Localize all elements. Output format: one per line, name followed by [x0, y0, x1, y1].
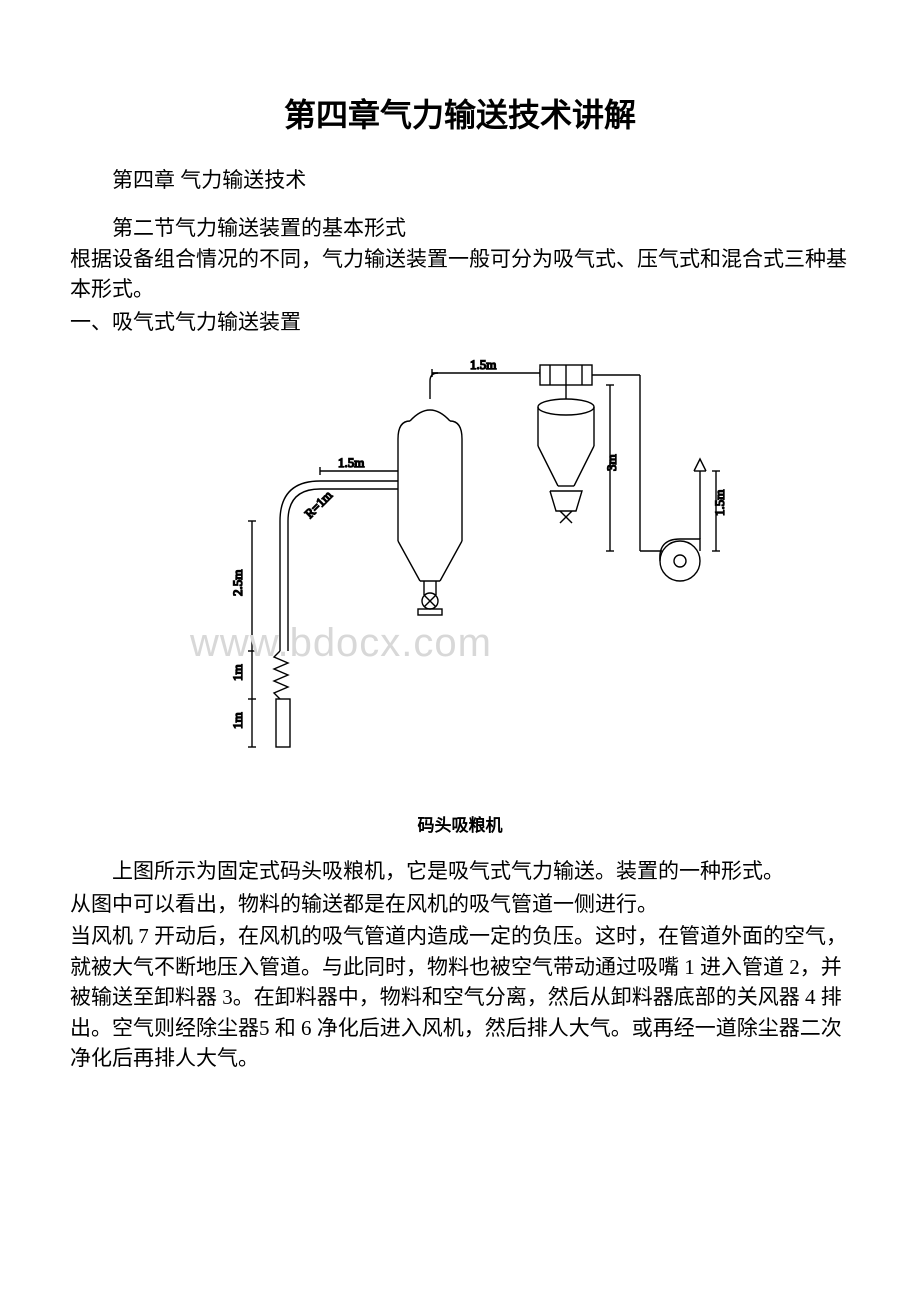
page-title: 第四章气力输送技术讲解 — [70, 90, 850, 136]
chapter-subtitle: 第四章 气力输送技术 — [70, 164, 850, 194]
body-paragraph-2: 从图中可以看出，物料的输送都是在风机的吸气管道一侧进行。 — [70, 889, 850, 919]
dim-v-1m-b: 1m — [230, 713, 245, 730]
intro-paragraph-1: 根据设备组合情况的不同，气力输送装置一般可分为吸气式、压气式和混合式三种基本形式… — [70, 244, 850, 305]
body-paragraph-3: 当风机 7 开动后，在风机的吸气管道内造成一定的负压。这时，在管道外面的空气，就… — [70, 921, 850, 1073]
body-paragraph-1: 上图所示为固定式码头吸粮机，它是吸气式气力输送。装置的一种形式。 — [70, 856, 850, 886]
dim-top-1-5m: 1.5m — [470, 357, 496, 372]
dim-right-3m: 3m — [604, 455, 619, 472]
dim-v-2-5m: 2.5m — [230, 570, 245, 596]
suction-conveyor-diagram: 1.5m 3m — [180, 351, 740, 751]
dim-right-1-5m: 1.5m — [712, 490, 727, 516]
diagram-container: 1.5m 3m — [70, 351, 850, 781]
dim-v-1m-a: 1m — [230, 665, 245, 682]
section-heading: 第二节气力输送装置的基本形式 — [70, 212, 850, 242]
dim-mid-1-5m: 1.5m — [338, 455, 364, 470]
diagram-caption: 码头吸粮机 — [70, 811, 850, 836]
intro-paragraph-2: 一、吸气式气力输送装置 — [70, 307, 850, 337]
dim-r-1m: R=1m — [302, 488, 336, 522]
